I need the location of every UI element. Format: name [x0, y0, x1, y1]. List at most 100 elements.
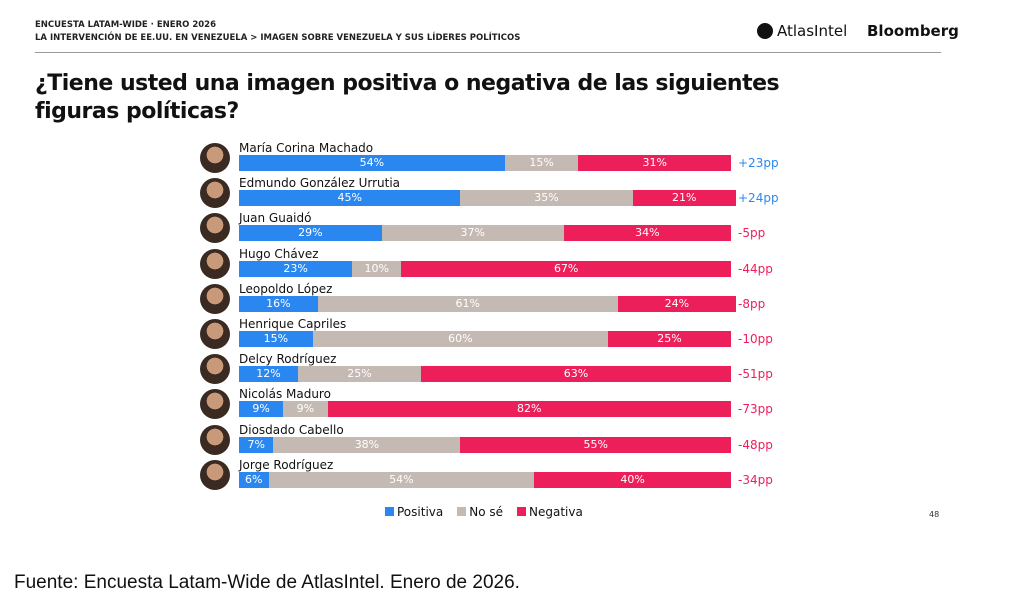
data-label: 12% [256, 367, 281, 381]
data-label: 25% [657, 332, 682, 345]
data-label: 10% [364, 261, 389, 275]
avatar [200, 283, 230, 314]
legend: Positiva No sé Negativa [385, 505, 583, 519]
data-label: 63% [563, 367, 589, 381]
data-label: 55% [583, 437, 608, 451]
net-label: -44pp [738, 261, 773, 276]
category-label: Hugo Chávez [239, 246, 319, 261]
bar-segment-negativa: 21% [632, 190, 736, 207]
bar-segment-no-se: 60% [312, 331, 608, 347]
avatar [200, 354, 230, 385]
data-label: 60% [448, 332, 473, 345]
divider [35, 52, 941, 53]
avatar [200, 213, 230, 244]
data-label: 21% [672, 191, 697, 205]
avatar [200, 459, 230, 490]
breadcrumb: LA INTERVENCIÓN DE EE.UU. EN VENEZUELA >… [35, 33, 521, 43]
data-label: 16% [266, 296, 291, 310]
bar-segment-no-se: 61% [317, 295, 618, 312]
bar-segment-positiva: 15% [239, 331, 313, 347]
data-label: 35% [534, 191, 559, 205]
chart-title: ¿Tiene usted una imagen positiva o negat… [35, 71, 780, 124]
bar-segment-positiva: 7% [239, 436, 274, 453]
data-label: 54% [359, 156, 385, 169]
data-label: 31% [642, 156, 667, 169]
bar-segment-positiva: 12% [239, 366, 299, 383]
bar-segment-positiva: 16% [239, 295, 318, 312]
net-label: -34pp [738, 472, 773, 487]
bar-segment-negativa: 67% [401, 260, 731, 277]
data-label: 82% [517, 402, 542, 416]
data-label: 45% [337, 191, 362, 205]
avatar [200, 319, 230, 349]
bar-segment-positiva: 9% [239, 401, 284, 418]
avatar [200, 248, 230, 279]
bar-segment-negativa: 40% [534, 471, 731, 488]
category-label: Diosdado Cabello [239, 422, 344, 437]
bar-segment-positiva: 54% [239, 155, 505, 171]
data-label: 23% [283, 261, 308, 275]
data-label: 6% [245, 472, 263, 486]
bar-segment-negativa: 24% [617, 295, 736, 312]
bar-segment-negativa: 31% [578, 155, 731, 171]
bloomberg-logo: Bloomberg [867, 22, 959, 40]
legend-item-positiva: Positiva [385, 505, 443, 519]
atlasintel-logo-icon [757, 23, 773, 39]
bar-segment-no-se: 15% [504, 155, 579, 171]
bar-segment-positiva: 6% [239, 471, 269, 488]
data-label: 54% [389, 472, 414, 486]
bar-segment-negativa: 63% [421, 366, 731, 383]
bar-segment-no-se: 35% [460, 190, 633, 207]
bar-segment-positiva: 45% [239, 190, 461, 207]
bar-segment-no-se: 25% [298, 366, 422, 383]
bar-segment-negativa: 25% [608, 331, 731, 347]
net-label: -48pp [738, 437, 773, 452]
data-label: 37% [460, 226, 485, 240]
atlasintel-label: AtlasIntel [777, 22, 848, 40]
net-label: +24pp [738, 191, 779, 206]
category-label: Jorge Rodríguez [239, 457, 334, 472]
avatar [200, 424, 230, 455]
net-label: +23pp [738, 156, 779, 170]
category-label: Leopoldo López [239, 281, 333, 296]
data-label: 67% [553, 261, 579, 275]
data-label: 9% [296, 402, 315, 416]
net-label: -5pp [738, 226, 766, 241]
bar-segment-no-se: 10% [352, 260, 402, 277]
page-number: 48 [929, 510, 940, 519]
data-label: 9% [252, 402, 270, 416]
category-label: Juan Guaidó [239, 211, 312, 226]
data-label: 34% [635, 226, 660, 240]
bar-segment-no-se: 9% [283, 401, 328, 418]
survey-header: ENCUESTA LATAM-WIDE · ENERO 2026 [35, 20, 216, 30]
data-label: 15% [263, 332, 289, 345]
bar-segment-no-se: 37% [381, 225, 564, 242]
category-label: Henrique Capriles [239, 317, 347, 331]
data-label: 15% [529, 156, 554, 169]
legend-item-no-se: No sé [457, 505, 503, 519]
category-label: Delcy Rodríguez [239, 352, 337, 367]
net-label: -8pp [738, 296, 766, 311]
category-label: María Corina Machado [239, 141, 374, 155]
data-label: 38% [354, 437, 380, 451]
avatar [200, 389, 230, 420]
data-label: 25% [347, 367, 372, 381]
data-label: 61% [455, 296, 480, 310]
category-label: Edmundo González Urrutia [239, 176, 401, 191]
avatar [200, 178, 230, 209]
data-label: 24% [664, 296, 690, 310]
bar-segment-no-se: 54% [268, 471, 535, 488]
bar-segment-no-se: 38% [273, 436, 461, 453]
data-label: 7% [247, 437, 265, 451]
net-label: -51pp [738, 367, 773, 382]
atlasintel-logo: AtlasIntel [757, 22, 847, 40]
bar-segment-negativa: 55% [460, 436, 731, 453]
category-label: Nicolás Maduro [239, 387, 331, 402]
net-label: -10pp [738, 332, 773, 346]
data-label: 29% [298, 226, 323, 240]
data-label: 40% [620, 472, 645, 486]
bar-segment-positiva: 29% [239, 225, 382, 242]
net-label: -73pp [738, 402, 773, 417]
legend-item-negativa: Negativa [517, 505, 583, 519]
